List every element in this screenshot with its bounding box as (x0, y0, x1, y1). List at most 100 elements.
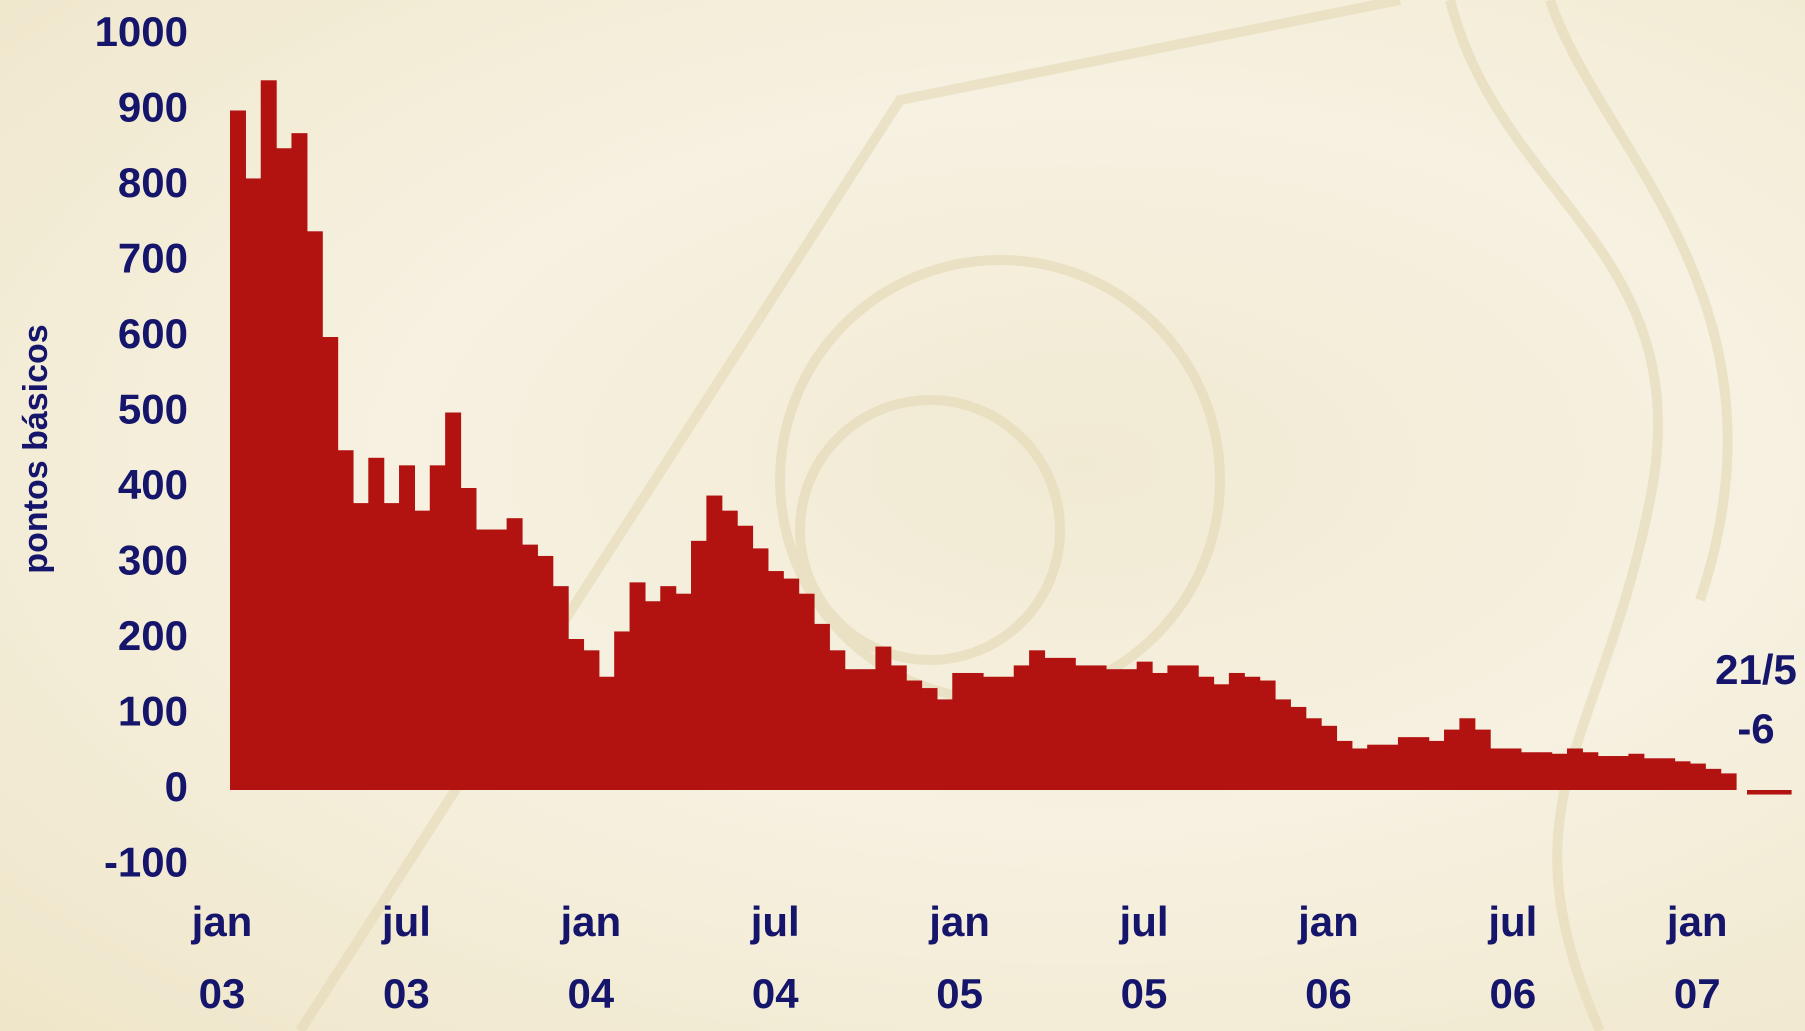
bar (722, 511, 738, 790)
x-tick-label: jan 03 (177, 886, 267, 1030)
bar (445, 413, 461, 791)
bar (1306, 718, 1322, 790)
y-axis-title: pontos básicos (17, 324, 55, 573)
bar (891, 665, 907, 790)
chart: pontos básicos -100010020030040050060070… (0, 0, 1805, 1031)
bar (245, 178, 261, 790)
annotation-label: 21/5 (1715, 646, 1797, 693)
bar (384, 503, 400, 790)
bar (353, 503, 369, 790)
bar (1444, 730, 1460, 790)
bar (630, 582, 646, 790)
background-decoration (300, 0, 1728, 1031)
bar (875, 647, 891, 790)
bar (1552, 754, 1568, 790)
bar (752, 548, 768, 790)
bar (1152, 673, 1168, 790)
bar (307, 231, 323, 790)
bar (983, 677, 999, 790)
bar (461, 488, 477, 790)
bar (1106, 669, 1122, 790)
bar (476, 530, 492, 790)
bar (829, 650, 845, 790)
bar (599, 677, 615, 790)
x-tick-label: jan 06 (1283, 886, 1373, 1030)
bar (322, 337, 338, 790)
bar (1398, 737, 1414, 790)
bar (507, 518, 523, 790)
bar (1336, 741, 1352, 790)
y-tick-label: 200 (118, 612, 188, 659)
bar (1383, 745, 1399, 790)
bar (1275, 699, 1291, 790)
bar (1598, 756, 1614, 790)
bar (338, 450, 354, 790)
y-tick-label: -100 (104, 839, 188, 886)
bar (1091, 665, 1107, 790)
bar (1582, 752, 1598, 790)
bar (1721, 773, 1737, 790)
bar (430, 465, 446, 790)
bar (1675, 761, 1691, 790)
bar (568, 639, 584, 790)
bar (537, 556, 553, 790)
bar (1029, 650, 1045, 790)
bar (414, 511, 430, 790)
y-tick-label: 600 (118, 310, 188, 357)
bar (291, 133, 307, 790)
bar (737, 526, 753, 790)
bar (1705, 769, 1721, 790)
y-tick-label: 0 (165, 763, 188, 810)
bar (1690, 764, 1706, 790)
bar (1747, 790, 1792, 795)
bar (1613, 756, 1629, 790)
bar (845, 669, 861, 790)
bar (399, 465, 415, 790)
bar (968, 673, 984, 790)
y-tick-label: 700 (118, 235, 188, 282)
bar (1260, 681, 1276, 790)
bar (522, 545, 538, 790)
bar (1075, 665, 1091, 790)
bar (799, 594, 815, 790)
x-tick-label: jul 03 (361, 886, 451, 1030)
bar (1490, 748, 1506, 790)
y-tick-label: 900 (118, 84, 188, 131)
y-tick-label: 100 (118, 688, 188, 735)
bar (1244, 677, 1260, 790)
x-tick-label: jul 05 (1099, 886, 1189, 1030)
bar (676, 594, 692, 790)
bar (952, 673, 968, 790)
bar (1475, 730, 1491, 790)
bar (1044, 658, 1060, 790)
bar (1413, 737, 1429, 790)
bar (1121, 669, 1137, 790)
bar (860, 669, 876, 790)
bar (660, 586, 676, 790)
x-tick-label: jan 05 (915, 886, 1005, 1030)
bar (614, 631, 630, 790)
bar (1429, 741, 1445, 790)
bar (368, 458, 384, 790)
bar (261, 80, 277, 790)
bar (922, 688, 938, 790)
bar (1567, 748, 1583, 790)
bar (1214, 684, 1230, 790)
bar (783, 579, 799, 790)
bar (691, 541, 707, 790)
bar (230, 111, 246, 791)
bar (1536, 752, 1552, 790)
x-tick-label: jan 07 (1652, 886, 1742, 1030)
bar (1183, 665, 1199, 790)
bar (1321, 726, 1337, 790)
bar (1644, 758, 1660, 790)
bar (768, 571, 784, 790)
bar (1137, 662, 1153, 790)
y-tick-label: 400 (118, 461, 188, 508)
bar (1060, 658, 1076, 790)
bar (1521, 752, 1537, 790)
y-tick-label: 1000 (95, 8, 188, 55)
x-tick-label: jan 04 (546, 886, 636, 1030)
bar (1014, 665, 1030, 790)
x-tick-label: jul 04 (730, 886, 820, 1030)
